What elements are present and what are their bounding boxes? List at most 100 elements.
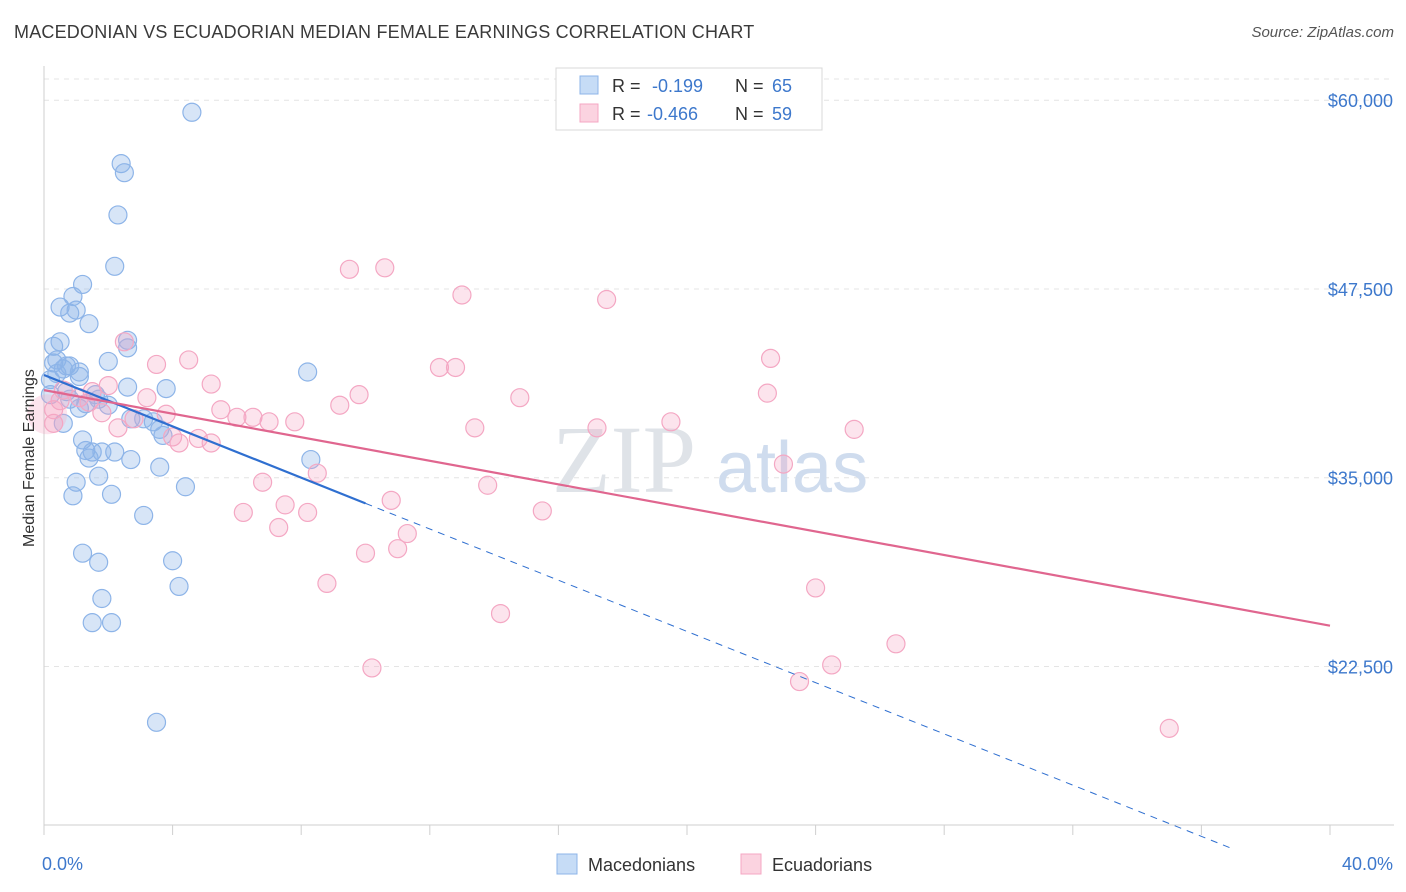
point-ecuadorians-45 [465, 418, 485, 438]
point-macedonians-31 [89, 552, 109, 572]
point-ecuadorians-42 [429, 357, 450, 378]
point-macedonians-46 [117, 377, 138, 397]
point-ecuadorians-40 [397, 523, 417, 544]
gridlines [44, 78, 1394, 667]
stats-n-label-1: N = [735, 104, 764, 124]
point-ecuadorians-55 [773, 454, 794, 474]
point-ecuadorians-41 [388, 539, 408, 559]
point-macedonians-13 [60, 356, 80, 376]
point-ecuadorians-12 [137, 388, 157, 408]
trend-line-macedonians [43, 373, 366, 505]
point-ecuadorians-58 [822, 655, 842, 675]
stats-legend-box [555, 67, 823, 131]
point-ecuadorians-43 [445, 357, 466, 378]
x-tick-label-1: 40.0% [1342, 854, 1393, 874]
point-ecuadorians-19 [201, 433, 221, 453]
point-ecuadorians-50 [587, 418, 607, 438]
point-macedonians-45 [117, 330, 138, 350]
point-ecuadorians-cluster [27, 394, 68, 435]
stats-swatch-macedonians [579, 75, 599, 95]
point-macedonians-19 [69, 366, 89, 387]
point-ecuadorians-26 [259, 412, 279, 432]
point-macedonians-54 [153, 425, 173, 446]
y-tick-label-0: $60,000 [1328, 91, 1393, 111]
point-macedonians-38 [101, 613, 122, 633]
legend-label-ecuadorians: Ecuadorians [772, 855, 872, 875]
stats-r-value-0: -0.199 [652, 76, 703, 96]
point-ecuadorians-25 [253, 472, 273, 492]
point-ecuadorians-8 [98, 375, 118, 396]
point-ecuadorians-27 [269, 517, 289, 538]
point-ecuadorians-29 [285, 412, 305, 432]
point-ecuadorians-34 [339, 259, 360, 279]
point-macedonians-48 [121, 449, 141, 470]
point-ecuadorians-44 [452, 285, 472, 305]
point-ecuadorians-47 [490, 603, 511, 624]
y-axis-label: Median Female Earnings [21, 369, 38, 547]
point-macedonians-34 [82, 613, 102, 633]
point-macedonians-55 [156, 379, 176, 399]
trend-lines [43, 373, 1331, 850]
point-macedonians-61 [298, 362, 318, 382]
point-ecuadorians-35 [349, 385, 369, 405]
point-macedonians-33 [92, 588, 112, 609]
point-ecuadorians-57 [805, 578, 826, 598]
stats-legend: R = -0.199 N = 65 R = -0.466 N = 59 [555, 67, 823, 131]
point-ecuadorians-20 [201, 374, 221, 394]
point-ecuadorians-60 [886, 634, 906, 654]
point-ecuadorians-28 [275, 495, 295, 515]
y-tick-label-1: $47,500 [1328, 280, 1393, 300]
point-ecuadorians-48 [510, 388, 530, 408]
axes [43, 66, 1394, 835]
point-ecuadorians-31 [307, 463, 327, 483]
point-ecuadorians-53 [757, 383, 777, 403]
stats-r-label-1: R = [612, 104, 641, 124]
point-ecuadorians-23 [233, 502, 253, 523]
point-macedonians-35 [98, 351, 118, 372]
point-ecuadorians-51 [597, 289, 617, 310]
y-tick-label-3: $22,500 [1328, 657, 1393, 677]
stats-r-label-0: R = [612, 76, 641, 96]
point-macedonians-58 [146, 712, 167, 732]
point-macedonians-44 [117, 338, 138, 358]
point-ecuadorians-2 [50, 391, 70, 411]
point-macedonians-59 [175, 477, 196, 497]
point-macedonians-17 [66, 300, 86, 320]
point-macedonians-16 [66, 472, 86, 492]
point-macedonians-60 [182, 102, 202, 122]
y-tick-label-2: $35,000 [1328, 469, 1393, 489]
point-ecuadorians-16 [169, 433, 189, 453]
point-macedonians-20 [69, 362, 89, 382]
point-macedonians-30 [89, 466, 109, 486]
legend-swatch-ecuadorians [740, 853, 762, 875]
point-macedonians-7 [50, 297, 70, 317]
point-ecuadorians-46 [478, 475, 498, 495]
point-ecuadorians-52 [661, 412, 681, 432]
watermark-zip: ZIP [552, 406, 696, 513]
x-tick-labels: 0.0% 40.0% [42, 854, 1393, 874]
point-ecuadorians-61 [1159, 718, 1179, 738]
trend-line-ecuadorians [43, 389, 1331, 627]
point-macedonians-37 [101, 484, 122, 504]
point-ecuadorians-39 [381, 490, 401, 510]
bottom-legend: Macedonians Ecuadorians [556, 853, 872, 875]
stats-n-value-0: 65 [772, 76, 792, 96]
point-ecuadorians-37 [362, 658, 382, 678]
point-macedonians-53 [150, 457, 170, 477]
point-ecuadorians-1 [44, 413, 64, 433]
point-macedonians-50 [134, 505, 154, 526]
point-macedonians-43 [114, 163, 134, 183]
point-ecuadorians-33 [330, 395, 350, 415]
stats-swatch-ecuadorians [579, 103, 599, 123]
point-ecuadorians-38 [375, 258, 395, 278]
point-ecuadorians-59 [844, 419, 864, 439]
point-ecuadorians-9 [108, 418, 128, 438]
point-macedonians-57 [169, 576, 189, 597]
point-macedonians-8 [53, 413, 73, 433]
point-ecuadorians-49 [532, 501, 552, 521]
data-points [27, 102, 1179, 738]
point-macedonians-6 [50, 332, 70, 352]
point-macedonians-40 [105, 442, 125, 462]
x-tick-label-0: 0.0% [42, 854, 83, 874]
